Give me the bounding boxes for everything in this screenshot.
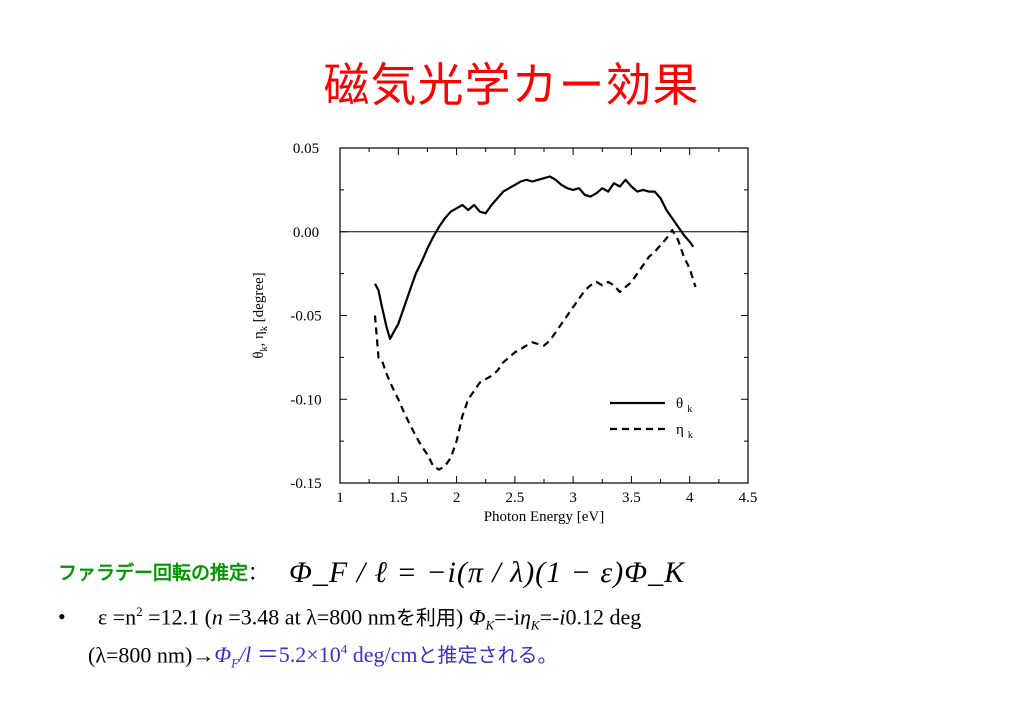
series-group (373, 175, 697, 471)
x-tick-label: 4 (686, 490, 694, 506)
x-tick-labels: 1 1.5 2 2.5 3 3.5 4 4.5 (336, 490, 757, 506)
x-tick-label: 3 (569, 490, 577, 506)
y-label-unit: [degree] (251, 272, 267, 326)
deg-value: 0.12 deg (565, 604, 642, 630)
n-value: =3.48 at λ=800 nm (222, 604, 396, 630)
epsilon-text: ε =n (98, 604, 137, 630)
phi-f-symbol: Φ (214, 642, 232, 668)
eta-k-equals: =- (539, 604, 560, 630)
faraday-value: ＝5.2×10 (251, 642, 341, 668)
theta-k-series-line (374, 175, 695, 340)
estimate-label: ファラデー回転の推定 (58, 562, 249, 584)
slide-title: 磁気光学カー効果 (323, 58, 700, 112)
eta-k-series-line (373, 228, 697, 471)
phi-k-equals: =-i (494, 604, 520, 630)
n-symbol: n (211, 604, 223, 630)
paren-close: ) (455, 604, 469, 630)
x-tick-label: 2.5 (505, 490, 524, 506)
faraday-exponent: 4 (340, 642, 348, 657)
y-label-eta: , η (251, 331, 267, 347)
y-tick-label: -0.05 (290, 309, 321, 325)
usage-text: を利用 (395, 605, 456, 630)
y-tick-label: -0.15 (290, 476, 321, 492)
y-label-sub1: k (259, 346, 270, 351)
bullet-line-1: • ε =n2 =12.1 (n =3.48 at λ=800 nmを利用) ΦK… (58, 596, 641, 642)
x-tick-label: 1 (336, 490, 344, 506)
y-tick-label: 0.00 (293, 225, 319, 241)
faraday-unit: deg/cm (347, 642, 418, 668)
faraday-estimate-line: ファラデー回転の推定： Φ_F / ℓ = −i(π / λ)(1 − ε)Φ_K (58, 556, 685, 590)
bullet-symbol: • (58, 604, 66, 630)
faraday-formula: Φ_F / ℓ = −i(π / λ)(1 − ε)Φ_K (289, 556, 686, 589)
x-tick-label: 3.5 (622, 490, 641, 506)
legend: θ k η k (610, 396, 693, 441)
estimated-text: と推定される。 (417, 643, 558, 668)
x-tick-label: 1.5 (389, 490, 408, 506)
estimate-colon: ： (248, 562, 268, 584)
x-tick-label: 2 (453, 490, 461, 506)
epsilon-value: =12.1 ( (142, 604, 212, 630)
y-label-theta: θ (251, 351, 267, 358)
per-l: /l (239, 642, 252, 668)
eta-k-subscript: K (530, 617, 540, 633)
x-axis-label: Photon Energy [eV] (484, 509, 605, 525)
y-tick-label: 0.05 (293, 141, 319, 157)
bullet-line-2: (λ=800 nm)→ΦF/l ＝5.2×104 deg/cmと推定される。 (88, 634, 557, 680)
phi-k-subscript: K (485, 617, 495, 633)
y-axis-label: θk, ηk [degree] (251, 272, 270, 358)
y-tick-label: -0.10 (290, 392, 321, 408)
lambda-arrow: (λ=800 nm)→ (88, 642, 215, 668)
epsilon-square: 2 (136, 604, 143, 619)
phi-f-subscript: F (231, 655, 240, 671)
eta-k-symbol: η (519, 604, 531, 630)
svg-text:θk, ηk [degree]: θk, ηk [degree] (251, 272, 270, 358)
y-tick-labels: 0.05 0.00 -0.05 -0.10 -0.15 (290, 141, 321, 492)
y-label-sub2: k (259, 326, 270, 331)
kerr-effect-chart: 0.05 0.00 -0.05 -0.10 -0.15 1 1.5 2 2.5 3 3.5 4 4.5… (251, 141, 757, 525)
phi-k-symbol: Φ (468, 604, 486, 630)
x-tick-label: 4.5 (739, 490, 758, 506)
imag-i: i (559, 604, 566, 630)
